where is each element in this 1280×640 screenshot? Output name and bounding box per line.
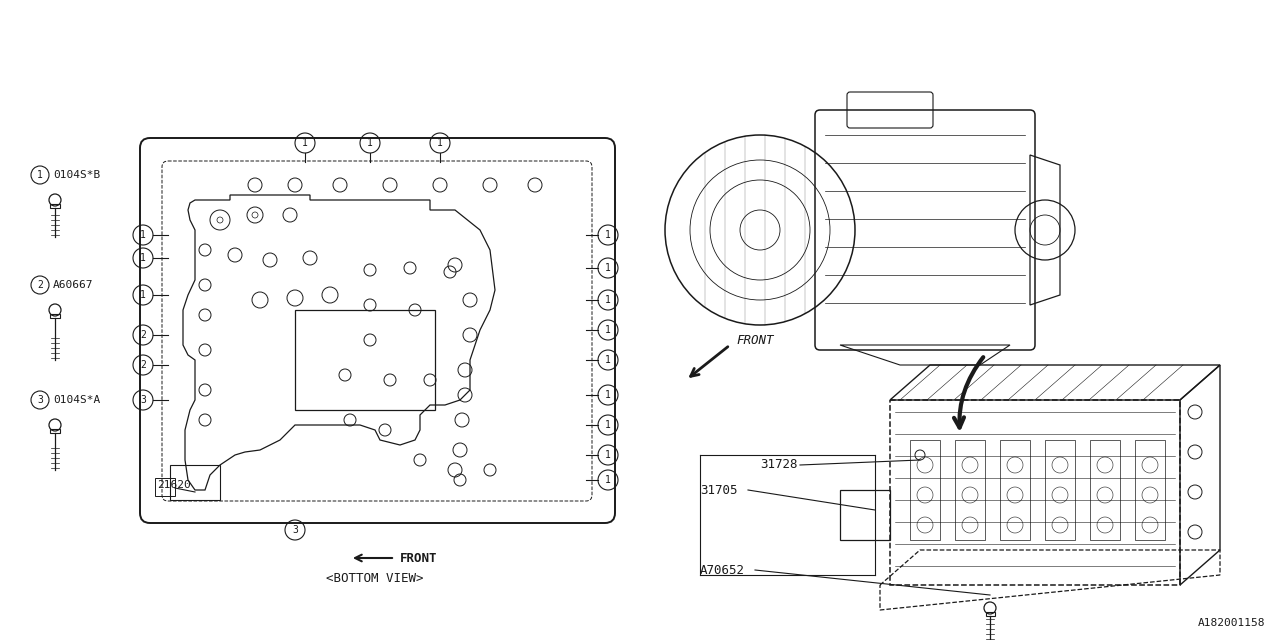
Text: 1: 1 bbox=[605, 295, 611, 305]
Text: 3: 3 bbox=[140, 395, 146, 405]
Text: 1: 1 bbox=[605, 475, 611, 485]
Text: 21620: 21620 bbox=[157, 480, 191, 490]
Text: 1: 1 bbox=[605, 230, 611, 240]
Bar bbox=[890, 400, 1180, 585]
Text: 1: 1 bbox=[605, 450, 611, 460]
Text: 3: 3 bbox=[292, 525, 298, 535]
Text: FRONT: FRONT bbox=[399, 552, 438, 564]
Text: A182001158: A182001158 bbox=[1198, 618, 1265, 628]
Text: 1: 1 bbox=[605, 325, 611, 335]
Text: 0104S*A: 0104S*A bbox=[52, 395, 100, 405]
Bar bbox=[910, 440, 940, 540]
Text: 1: 1 bbox=[37, 170, 44, 180]
Bar bbox=[1135, 440, 1165, 540]
Bar bbox=[1044, 440, 1075, 540]
Text: FRONT: FRONT bbox=[736, 333, 773, 346]
Bar bbox=[986, 612, 995, 616]
Text: 1: 1 bbox=[436, 138, 443, 148]
Text: 1: 1 bbox=[605, 420, 611, 430]
Bar bbox=[294, 310, 435, 410]
Text: A60667: A60667 bbox=[52, 280, 93, 290]
Bar bbox=[170, 465, 220, 500]
Text: 1: 1 bbox=[140, 290, 146, 300]
Bar bbox=[50, 429, 60, 433]
Bar bbox=[1000, 440, 1030, 540]
Text: 31705: 31705 bbox=[700, 483, 737, 497]
Text: 2: 2 bbox=[140, 330, 146, 340]
Bar bbox=[1091, 440, 1120, 540]
Bar bbox=[155, 478, 175, 496]
Text: 2: 2 bbox=[37, 280, 44, 290]
Text: 1: 1 bbox=[302, 138, 308, 148]
Text: 1: 1 bbox=[140, 253, 146, 263]
Text: 2: 2 bbox=[140, 360, 146, 370]
Text: 1: 1 bbox=[367, 138, 372, 148]
Text: 1: 1 bbox=[605, 355, 611, 365]
Text: 1: 1 bbox=[605, 390, 611, 400]
Text: 3: 3 bbox=[37, 395, 44, 405]
Text: 1: 1 bbox=[605, 263, 611, 273]
Text: <BOTTOM VIEW>: <BOTTOM VIEW> bbox=[326, 572, 424, 584]
Bar bbox=[50, 314, 60, 318]
Bar bbox=[50, 204, 60, 208]
Text: 1: 1 bbox=[140, 230, 146, 240]
Text: A70652: A70652 bbox=[700, 563, 745, 577]
Text: 31728: 31728 bbox=[760, 458, 797, 472]
Bar bbox=[955, 440, 986, 540]
Text: 0104S*B: 0104S*B bbox=[52, 170, 100, 180]
